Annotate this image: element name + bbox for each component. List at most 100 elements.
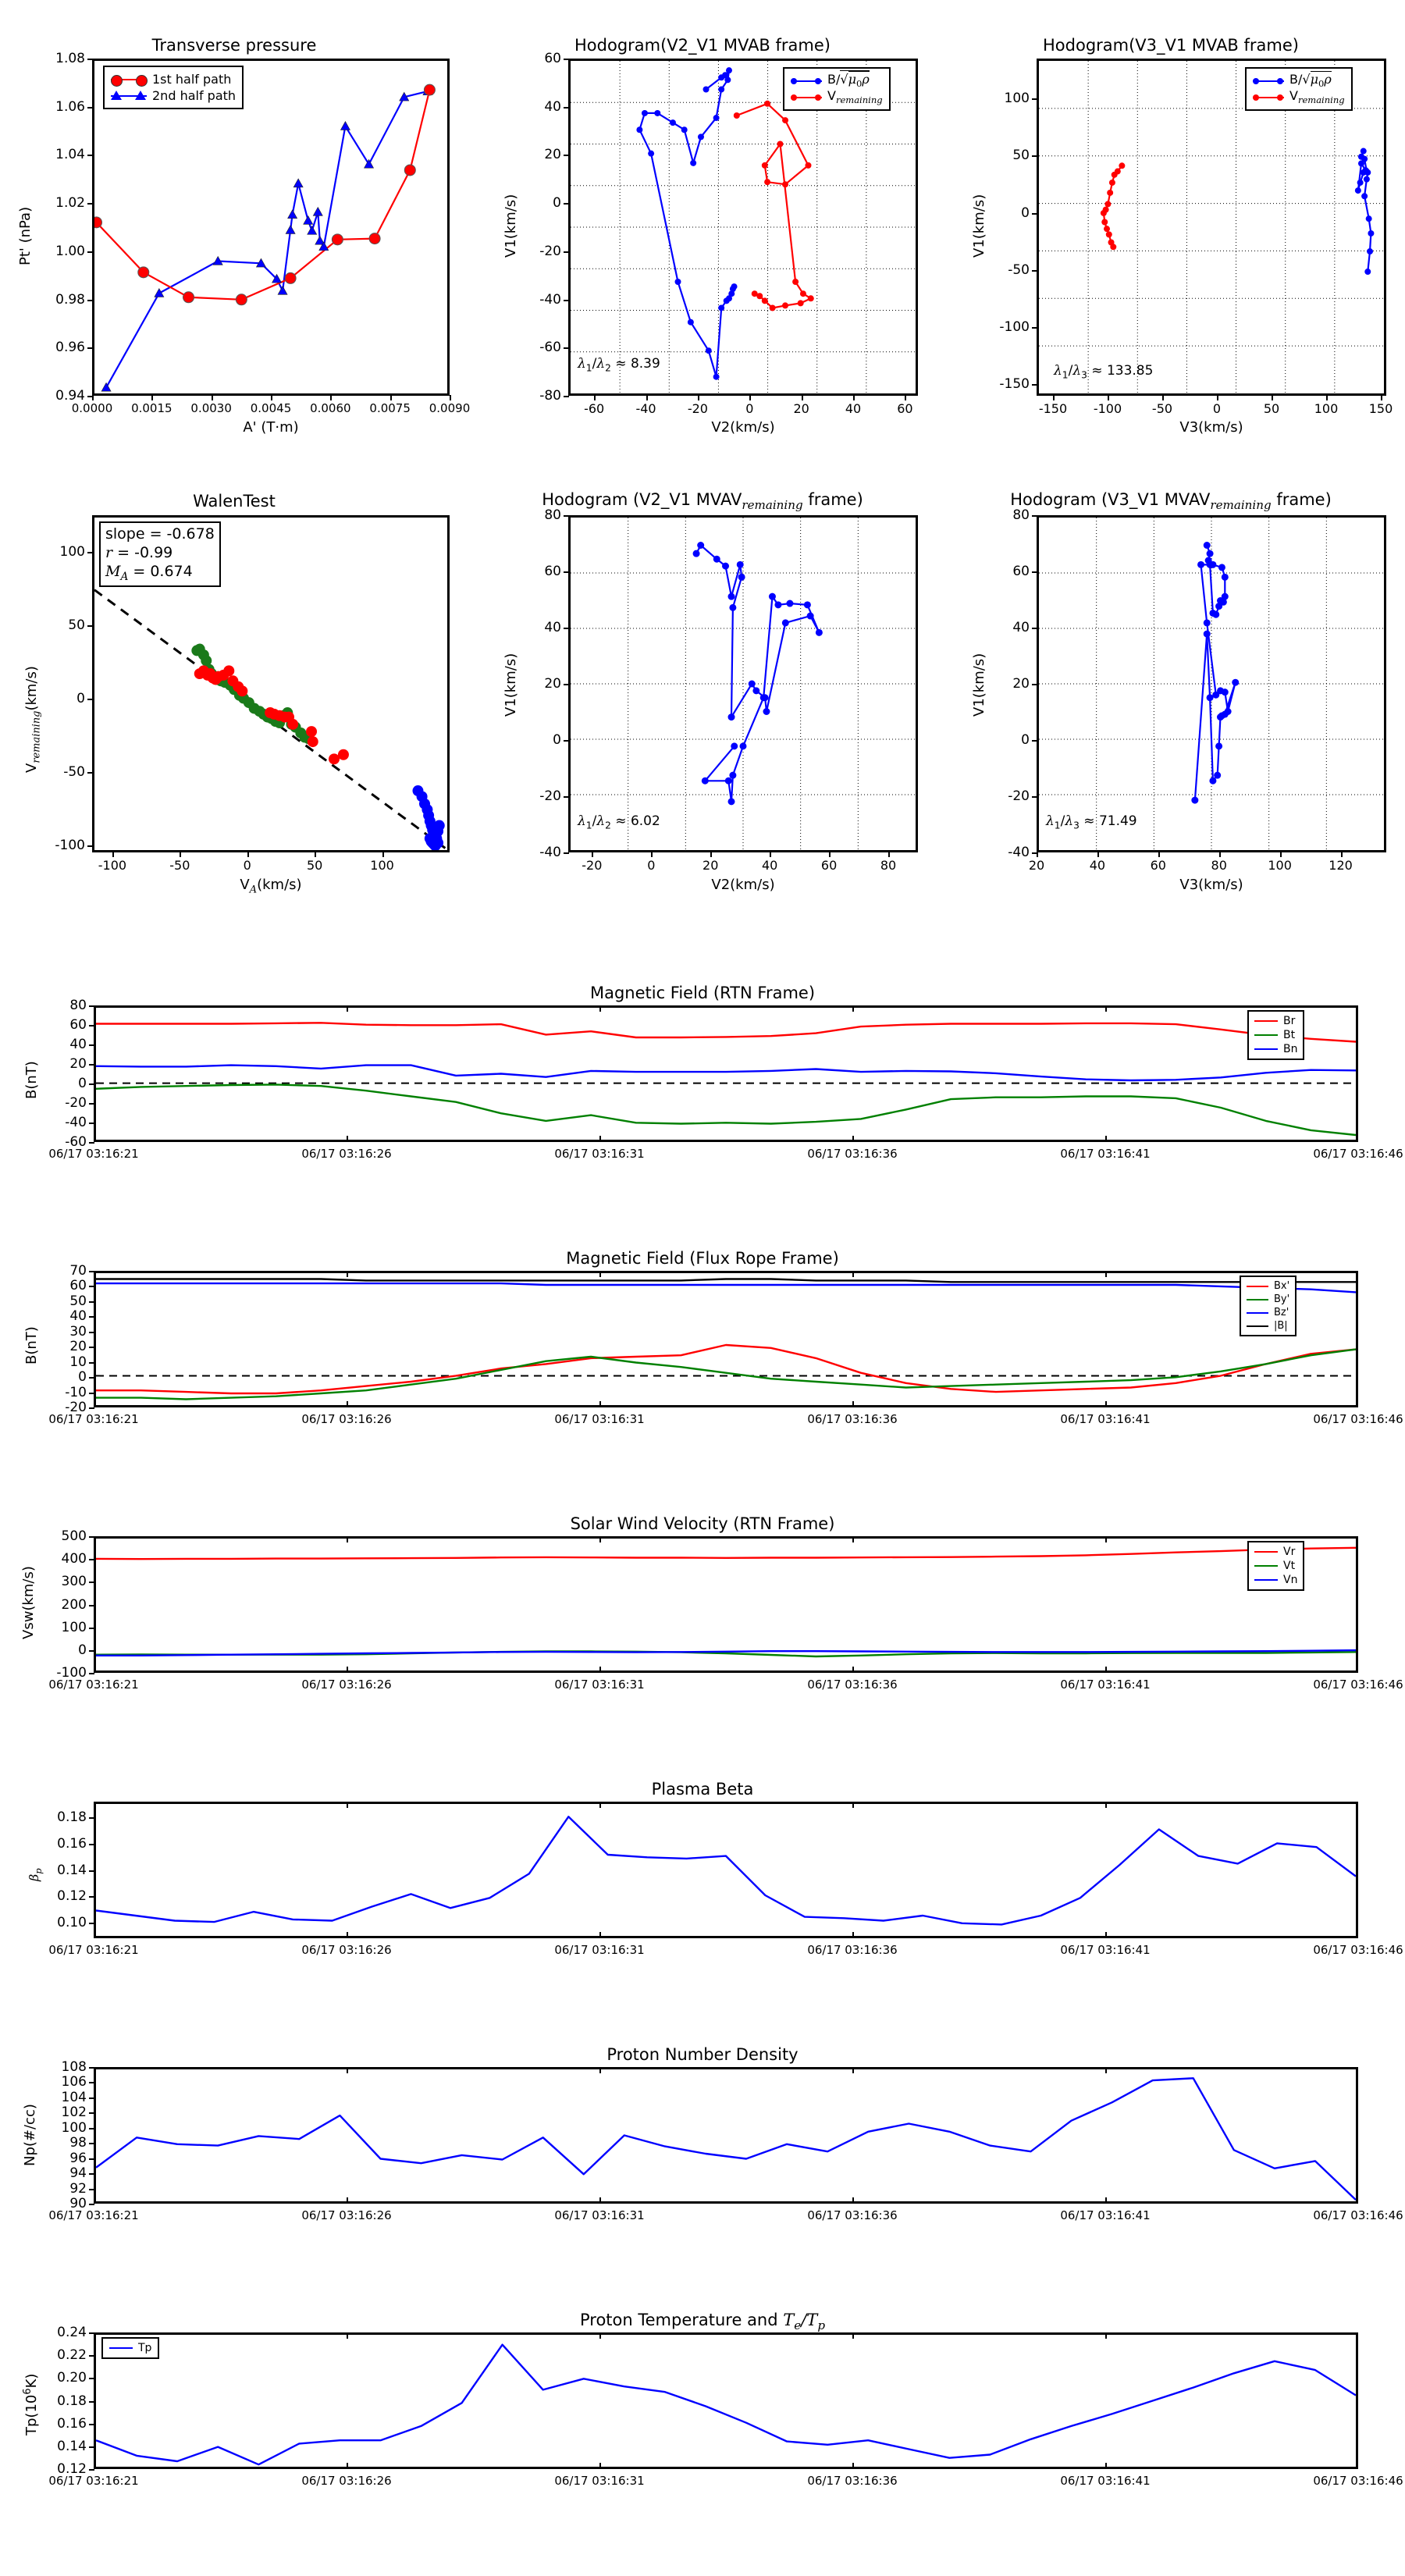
y-tick-label: 0: [78, 1642, 87, 1658]
y-tick-mark: [564, 203, 569, 205]
y-tick-mark: [564, 684, 569, 685]
y-tick-mark: [89, 1286, 94, 1288]
y-tick-mark: [564, 251, 569, 253]
y-tick-label: -20: [65, 1095, 87, 1111]
plot-area: [94, 2332, 1358, 2469]
y-tick-mark: [564, 347, 569, 350]
x-tick-mark: [599, 2463, 601, 2469]
legend-label: Tp: [138, 2342, 152, 2354]
x-tick-label-time: 06/17 03:16:41: [1060, 1412, 1151, 1426]
stats-box: slope = -0.678 r = -0.99 MA = 0.674: [99, 521, 221, 588]
y-tick-label: 20: [1012, 676, 1030, 692]
y-tick-mark: [89, 2097, 94, 2099]
panel-title: WalenTest: [193, 492, 276, 511]
y-tick-mark: [564, 59, 569, 60]
x-tick-mark: [315, 852, 317, 857]
y-tick-label: 400: [61, 1551, 87, 1567]
y-tick-mark: [564, 796, 569, 798]
x-tick-label: -50: [169, 858, 190, 873]
y-tick-label: 20: [544, 676, 561, 692]
y-tick-mark: [87, 106, 93, 109]
x-tick-mark: [347, 2332, 348, 2339]
x-tick-label: -60: [584, 401, 605, 416]
x-tick-mark: [599, 1401, 601, 1407]
legend-line-red: [1254, 1020, 1278, 1022]
x-tick-mark: [852, 2197, 854, 2204]
y-tick-mark: [564, 106, 569, 109]
y-tick-mark: [89, 1896, 94, 1898]
x-tick-label-time: 06/17 03:16:21: [48, 1943, 139, 1957]
legend-label: Vr: [1283, 1546, 1296, 1558]
panel-proton-number-density: Proton Number Density Np(#/cc) 90 92 94 96 9…: [0, 2022, 1405, 2279]
y-tick-mark: [89, 1316, 94, 1318]
legend: Tp: [101, 2337, 160, 2359]
y-tick-mark: [87, 771, 93, 774]
x-tick-mark: [749, 395, 752, 400]
x-tick-label-time: 06/17 03:16:46: [1313, 2208, 1403, 2222]
x-axis-title: V3(km/s): [1179, 419, 1243, 436]
y-tick-mark: [87, 698, 93, 700]
legend-item-bt: Bt: [1254, 1028, 1297, 1042]
x-tick-mark: [347, 1667, 348, 1673]
y-tick-mark: [89, 1582, 94, 1584]
x-tick-mark: [1272, 395, 1273, 400]
panel-title: Magnetic Field (Flux Rope Frame): [566, 1249, 839, 1268]
y-tick-label: 1.04: [55, 147, 85, 163]
y-tick-mark: [89, 1627, 94, 1629]
y-tick-mark: [89, 2112, 94, 2115]
x-tick-mark: [852, 1401, 854, 1407]
y-tick-label: 0: [553, 732, 561, 748]
legend-label: Vt: [1283, 1560, 1296, 1572]
y-tick-label: -20: [539, 788, 561, 804]
y-tick-mark: [564, 852, 569, 854]
y-axis-title: Pt' (nPa): [17, 206, 34, 265]
legend-item-vremaining: Vremaining: [791, 88, 883, 106]
x-tick-mark: [594, 395, 596, 400]
x-tick-mark: [1037, 852, 1038, 857]
y-tick-label: 0.10: [57, 1914, 87, 1930]
y-tick-mark: [1032, 212, 1037, 215]
y-tick-mark: [87, 396, 93, 397]
panel-title: Solar Wind Velocity (RTN Frame): [570, 1514, 835, 1533]
y-tick-mark: [1032, 571, 1037, 573]
x-tick-label: 0.0015: [131, 401, 173, 415]
x-tick-mark: [347, 1136, 348, 1142]
y-tick-mark: [89, 1123, 94, 1124]
y-tick-label: 98: [69, 2135, 87, 2151]
y-tick-label: -150: [999, 376, 1030, 393]
y-tick-label: 0: [78, 1076, 87, 1091]
y-axis-title: βp: [27, 1868, 44, 1881]
y-tick-mark: [1032, 155, 1037, 158]
x-tick-mark: [1105, 2067, 1107, 2073]
x-tick-mark: [852, 1932, 854, 1938]
x-tick-mark: [697, 395, 699, 400]
panel-title: Hodogram(V2_V1 MVAB frame): [574, 36, 831, 55]
y-tick-mark: [564, 155, 569, 157]
y-tick-label: 1.02: [55, 195, 85, 212]
x-tick-label: -100: [1093, 401, 1122, 416]
x-tick-mark: [347, 1005, 348, 1012]
x-tick-label: 0.0030: [190, 401, 232, 415]
x-tick-mark: [853, 395, 855, 400]
x-axis-title: V3(km/s): [1179, 877, 1243, 893]
x-tick-mark: [599, 2067, 601, 2073]
y-tick-mark: [89, 1103, 94, 1105]
x-tick-label-time: 06/17 03:16:31: [554, 2474, 645, 2488]
y-tick-label: 0: [1021, 205, 1030, 221]
x-tick-label-time: 06/17 03:16:46: [1313, 1943, 1403, 1957]
legend-label: |B|: [1274, 1320, 1288, 1332]
x-tick-label-time: 06/17 03:16:46: [1313, 1147, 1403, 1161]
x-tick-mark: [829, 852, 831, 857]
legend-label: Vn: [1283, 1574, 1298, 1586]
y-tick-mark: [89, 1392, 94, 1394]
x-tick-label: -150: [1038, 401, 1068, 416]
eigenvalue-annotation: λ1/λ2 ≈ 6.02: [578, 813, 660, 831]
x-tick-label: 0: [745, 401, 754, 416]
y-tick-label: 100: [1004, 91, 1030, 107]
legend-label: 1st half path: [152, 72, 232, 87]
y-tick-mark: [87, 551, 93, 553]
plot-area: [92, 59, 450, 396]
legend-item-vt: Vt: [1254, 1559, 1297, 1573]
x-tick-mark: [1279, 852, 1282, 857]
y-axis-title: Vsw(km/s): [20, 1566, 37, 1639]
